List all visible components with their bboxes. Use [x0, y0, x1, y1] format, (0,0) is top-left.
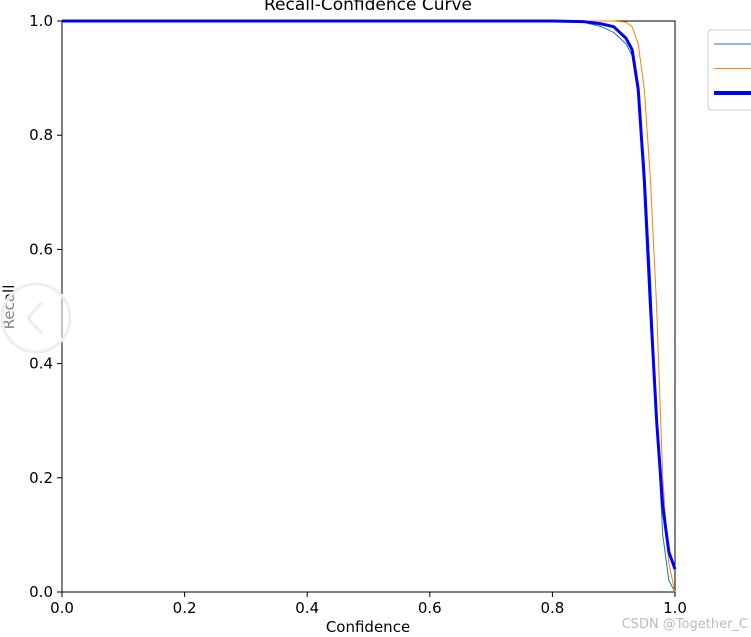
x-tick-label: 0.6 [418, 599, 442, 617]
nav-button[interactable] [0, 282, 72, 354]
y-tick-label: 1.0 [29, 12, 53, 30]
watermark: CSDN @Together_C [622, 617, 748, 632]
series-line [62, 19, 677, 570]
plot-frame [61, 20, 676, 593]
nav-arrow [26, 301, 44, 335]
series-line [62, 20, 676, 593]
y-tick-label: 0.2 [29, 469, 53, 487]
y-tick-label: 0.8 [29, 126, 53, 144]
y-tick-label: 0.0 [29, 583, 53, 601]
x-tick-label: 0.8 [540, 599, 564, 617]
chart-title: Recall-Confidence Curve [264, 0, 472, 15]
series-line [62, 20, 676, 593]
x-tick-label: 0.2 [173, 599, 197, 617]
legend-box [707, 29, 751, 111]
y-tick-label: 0.6 [29, 240, 53, 258]
x-tick-label: 0.0 [50, 599, 74, 617]
x-tick-label: 0.4 [295, 599, 319, 617]
y-tick-label: 0.4 [29, 355, 53, 373]
x-axis-label: Confidence [326, 618, 410, 636]
x-tick-label: 1.0 [663, 599, 687, 617]
